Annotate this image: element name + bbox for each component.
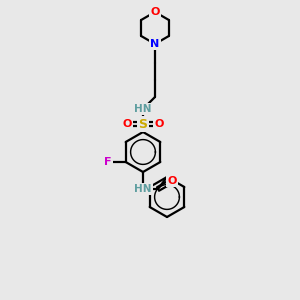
Text: HN: HN	[134, 184, 152, 194]
Text: O: O	[122, 119, 132, 129]
Text: S: S	[139, 118, 148, 130]
Text: F: F	[104, 157, 111, 167]
Text: O: O	[167, 176, 177, 186]
Text: HN: HN	[134, 104, 152, 114]
Text: O: O	[154, 119, 164, 129]
Text: O: O	[150, 7, 160, 17]
Text: N: N	[150, 39, 160, 49]
